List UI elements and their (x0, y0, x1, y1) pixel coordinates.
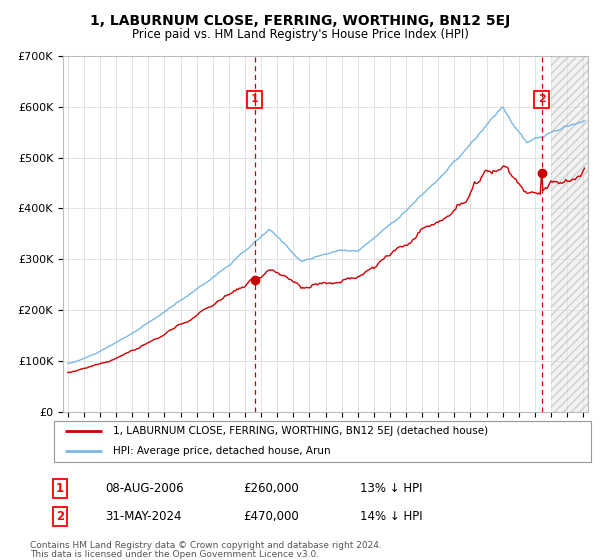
Text: 1, LABURNUM CLOSE, FERRING, WORTHING, BN12 5EJ (detached house): 1, LABURNUM CLOSE, FERRING, WORTHING, BN… (113, 426, 488, 436)
Text: 08-AUG-2006: 08-AUG-2006 (105, 482, 184, 495)
Bar (551, 56, 591, 412)
Text: 1: 1 (251, 94, 259, 104)
Text: Contains HM Land Registry data © Crown copyright and database right 2024.: Contains HM Land Registry data © Crown c… (30, 541, 382, 550)
Text: £470,000: £470,000 (243, 510, 299, 523)
Text: 31-MAY-2024: 31-MAY-2024 (105, 510, 182, 523)
Text: 1, LABURNUM CLOSE, FERRING, WORTHING, BN12 5EJ: 1, LABURNUM CLOSE, FERRING, WORTHING, BN… (90, 14, 510, 28)
Text: £260,000: £260,000 (243, 482, 299, 495)
Text: 2: 2 (538, 94, 545, 104)
Text: 14% ↓ HPI: 14% ↓ HPI (360, 510, 422, 523)
Text: 1: 1 (56, 482, 64, 495)
Text: Price paid vs. HM Land Registry's House Price Index (HPI): Price paid vs. HM Land Registry's House … (131, 28, 469, 41)
Text: This data is licensed under the Open Government Licence v3.0.: This data is licensed under the Open Gov… (30, 550, 319, 559)
Text: 13% ↓ HPI: 13% ↓ HPI (360, 482, 422, 495)
Text: 2: 2 (56, 510, 64, 523)
Text: HPI: Average price, detached house, Arun: HPI: Average price, detached house, Arun (113, 446, 331, 455)
